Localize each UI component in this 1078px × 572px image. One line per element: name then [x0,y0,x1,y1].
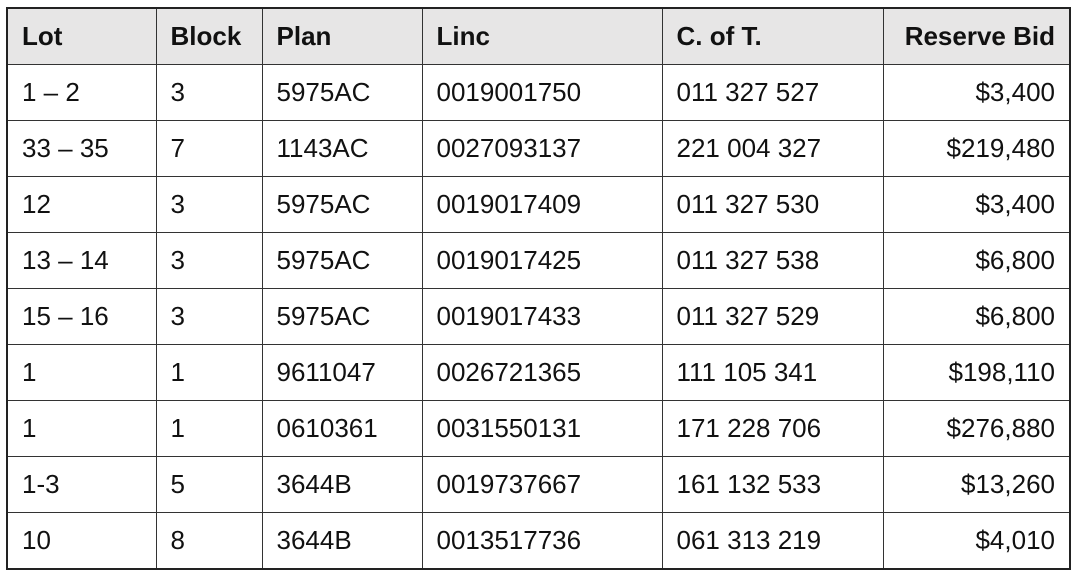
cell-lot: 1 [6,400,157,457]
cell-linc: 0013517736 [421,512,663,570]
cell-plan: 5975AC [261,176,423,233]
table-row: 12 3 5975AC 0019017409 011 327 530 $3,400 [6,176,1071,233]
cell-block: 1 [155,344,263,401]
cell-plan: 5975AC [261,232,423,289]
cell-c-of-t: 011 327 527 [661,64,884,121]
cell-linc: 0026721365 [421,344,663,401]
cell-lot: 1 – 2 [6,64,157,121]
cell-c-of-t: 111 105 341 [661,344,884,401]
table-row: 1-3 5 3644B 0019737667 161 132 533 $13,260 [6,456,1071,513]
cell-reserve-bid: $4,010 [882,512,1071,570]
table-row: 1 – 2 3 5975AC 0019001750 011 327 527 $3,400 [6,64,1071,121]
cell-plan: 3644B [261,512,423,570]
cell-linc: 0019001750 [421,64,663,121]
cell-c-of-t: 161 132 533 [661,456,884,513]
column-header-linc: Linc [421,7,663,65]
table-row: 1 1 0610361 0031550131 171 228 706 $276,880 [6,400,1071,457]
cell-lot: 1-3 [6,456,157,513]
column-header-c-of-t: C. of T. [661,7,884,65]
table-row: 1 1 9611047 0026721365 111 105 341 $198,110 [6,344,1071,401]
cell-plan: 5975AC [261,64,423,121]
cell-c-of-t: 011 327 538 [661,232,884,289]
cell-linc: 0019737667 [421,456,663,513]
cell-reserve-bid: $276,880 [882,400,1071,457]
cell-linc: 0031550131 [421,400,663,457]
cell-c-of-t: 171 228 706 [661,400,884,457]
cell-linc: 0019017425 [421,232,663,289]
cell-block: 3 [155,232,263,289]
cell-plan: 0610361 [261,400,423,457]
table-row: 13 – 14 3 5975AC 0019017425 011 327 538 $6,80… [6,232,1071,289]
cell-c-of-t: 061 313 219 [661,512,884,570]
cell-c-of-t: 011 327 529 [661,288,884,345]
column-header-reserve-bid: Reserve Bid [882,7,1071,65]
reserve-bid-table: Lot Block Plan Linc C. of T. Reserve Bid 1 – … [6,7,1071,570]
cell-plan: 1143AC [261,120,423,177]
cell-block: 8 [155,512,263,570]
cell-reserve-bid: $13,260 [882,456,1071,513]
cell-lot: 1 [6,344,157,401]
cell-block: 3 [155,64,263,121]
cell-block: 1 [155,400,263,457]
cell-lot: 33 – 35 [6,120,157,177]
cell-lot: 13 – 14 [6,232,157,289]
cell-plan: 9611047 [261,344,423,401]
cell-reserve-bid: $198,110 [882,344,1071,401]
cell-c-of-t: 011 327 530 [661,176,884,233]
header-row: Lot Block Plan Linc C. of T. Reserve Bid [6,7,1071,65]
cell-block: 3 [155,176,263,233]
cell-lot: 15 – 16 [6,288,157,345]
cell-linc: 0019017433 [421,288,663,345]
table-row: 33 – 35 7 1143AC 0027093137 221 004 327 $219,… [6,120,1071,177]
cell-plan: 5975AC [261,288,423,345]
cell-linc: 0027093137 [421,120,663,177]
cell-block: 3 [155,288,263,345]
cell-lot: 10 [6,512,157,570]
column-header-block: Block [155,7,263,65]
cell-plan: 3644B [261,456,423,513]
cell-c-of-t: 221 004 327 [661,120,884,177]
cell-linc: 0019017409 [421,176,663,233]
table-row: 15 – 16 3 5975AC 0019017433 011 327 529 $6,80… [6,288,1071,345]
cell-block: 5 [155,456,263,513]
table-row: 10 8 3644B 0013517736 061 313 219 $4,010 [6,512,1071,570]
cell-reserve-bid: $6,800 [882,288,1071,345]
cell-lot: 12 [6,176,157,233]
cell-reserve-bid: $3,400 [882,176,1071,233]
column-header-lot: Lot [6,7,157,65]
cell-reserve-bid: $3,400 [882,64,1071,121]
cell-reserve-bid: $6,800 [882,232,1071,289]
cell-block: 7 [155,120,263,177]
column-header-plan: Plan [261,7,423,65]
cell-reserve-bid: $219,480 [882,120,1071,177]
